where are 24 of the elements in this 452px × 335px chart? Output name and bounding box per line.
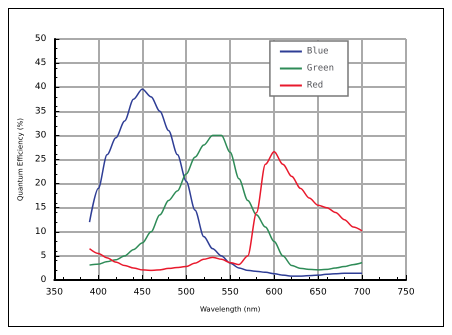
y-tick-label: 10 [34, 226, 47, 237]
y-tick-label: 0 [40, 275, 47, 285]
x-tick-label: 750 [397, 288, 415, 298]
legend-label: Blue [306, 46, 329, 56]
y-tick-label: 15 [34, 202, 46, 213]
x-tick-label: 400 [90, 288, 108, 298]
x-tick-label: 700 [353, 288, 371, 298]
x-tick-label: 450 [134, 288, 152, 298]
y-tick-label: 35 [34, 106, 46, 116]
y-tick-label: 40 [34, 82, 47, 92]
legend-label: Red [306, 80, 324, 90]
y-tick-label: 20 [34, 178, 47, 189]
y-tick-label: 45 [34, 58, 46, 68]
x-tick-label: 550 [222, 288, 240, 298]
y-tick-label: 5 [40, 250, 46, 261]
x-tick-label: 650 [309, 288, 327, 298]
x-tick-label: 500 [178, 288, 196, 298]
x-tick-label: 350 [46, 288, 64, 298]
y-tick-label: 50 [34, 34, 47, 44]
y-tick-label: 30 [34, 130, 47, 140]
y-tick-label: 25 [34, 154, 46, 164]
line-series [88, 88, 363, 277]
x-tick-label: 600 [266, 288, 283, 298]
legend-label: Green [306, 64, 334, 74]
